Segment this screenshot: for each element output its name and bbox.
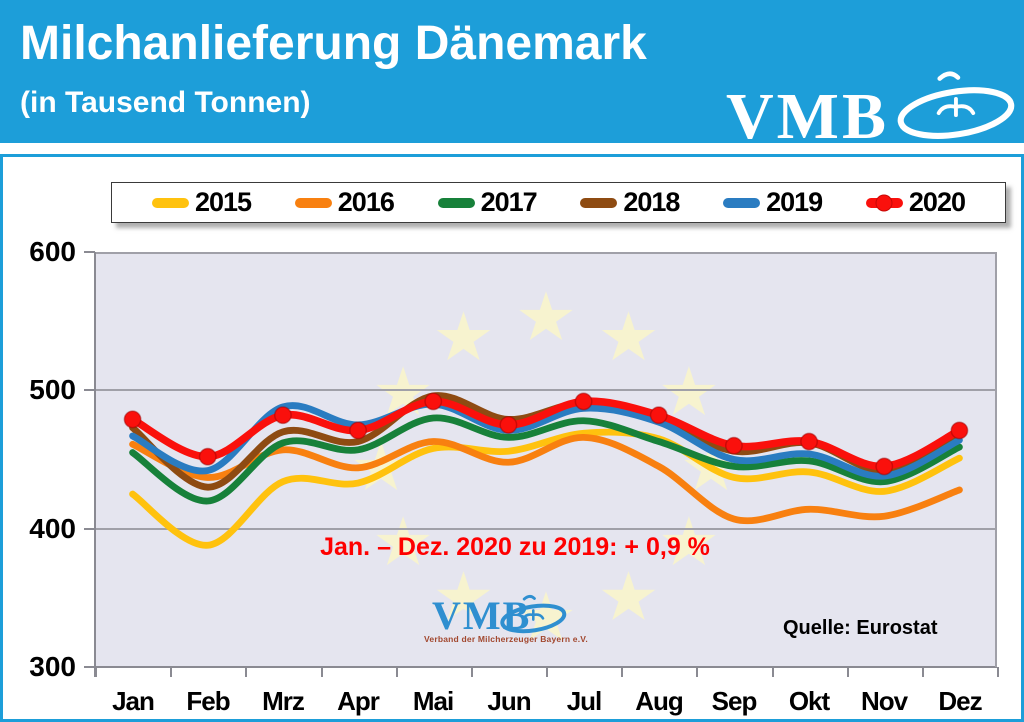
legend-swatch-2020 [865,194,903,211]
vmb-watermark-swirl-icon [500,594,567,634]
legend-swatch-2019 [723,197,761,208]
x-tick [170,667,173,677]
legend-marker-dot [875,194,893,211]
legend-item-2015: 2015 [152,187,252,218]
legend-swatch-2018 [580,197,618,208]
x-label-mai: Mai [412,686,454,716]
vmb-swirl-icon [897,71,1015,139]
y-tick [84,666,95,668]
x-label-jul: Jul [566,686,603,716]
y-axis-label-600: 600 [29,236,76,267]
x-tick [621,667,624,677]
x-label-jan: Jan [112,686,155,716]
legend-item-2019: 2019 [723,187,823,218]
y-axis-label-500: 500 [29,374,76,405]
legend-item-2016: 2016 [294,187,395,218]
x-label-jun: Jun [487,686,531,716]
legend-label-2016: 2016 [337,187,395,217]
data-point-2020 [875,457,894,476]
x-tick [95,667,97,677]
y-tick [84,251,95,253]
gridline-400 [95,528,997,530]
gridline-600 [95,252,997,254]
legend-label-2019: 2019 [766,187,823,217]
x-label-sep: Sep [711,686,758,716]
legend-label-2015: 2015 [195,187,252,217]
vmb-logo-text: VMB [726,80,889,153]
series-line-2017 [129,414,963,505]
x-label-feb: Feb [186,686,230,716]
x-label-dez: Dez [938,686,982,716]
data-point-2020 [800,432,819,451]
x-label-okt: Okt [788,686,830,716]
x-label-mrz: Mrz [262,686,305,716]
data-point-2020 [123,410,142,429]
x-tick [997,667,999,677]
x-tick [470,667,473,677]
y-tick [84,389,95,391]
x-label-apr: Apr [337,686,380,716]
legend-swatch-2015 [152,197,189,208]
legend-item-2017: 2017 [437,187,538,218]
vmb-watermark-caption: Verband der Milcherzeuger Bayern e.V. [424,634,588,644]
data-point-2020 [950,421,969,440]
data-point-2020 [198,447,217,466]
y-axis-line [94,252,96,677]
x-tick [921,667,924,677]
page-title: Milchanlieferung Dänemark [20,17,647,70]
page-subtitle: (in Tausend Tonnen) [20,86,311,119]
x-tick [696,667,699,677]
x-tick [395,667,398,677]
x-tick [320,667,323,677]
x-label-aug: Aug [635,686,684,716]
data-point-2020 [649,406,668,425]
data-point-2020 [273,406,292,425]
legend-item-2020: 2020 [865,187,966,218]
legend-label-2018: 2018 [623,187,680,217]
data-point-2020 [349,421,368,440]
data-point-2020 [499,415,518,434]
x-tick [846,667,849,677]
series-line-2015 [129,428,963,549]
x-tick [245,667,248,677]
line-series-canvas [123,392,969,549]
series-line-2019 [129,400,963,480]
legend-item-2018: 2018 [580,187,680,218]
legend-label-2020: 2020 [908,187,966,217]
gridline-500 [95,389,997,391]
legend-swatch-2017 [437,197,475,208]
vmb-watermark: VMB Verband der Milcherzeuger Bayern e.V… [420,594,640,649]
data-point-2020 [724,436,743,455]
data-point-2020 [424,392,443,411]
chart-legend: 2015 2016 2017 2018 2019 2020 [111,182,1006,223]
y-tick [84,528,95,530]
x-label-nov: Nov [860,686,908,716]
plot-right-border [995,252,997,667]
x-tick [771,667,774,677]
comparison-annotation: Jan. – Dez. 2020 zu 2019: + 0,9 % [320,533,710,561]
series-line-2020 [128,397,964,471]
header-band: Milchanlieferung Dänemark (in Tausend To… [0,0,1024,150]
y-axis-label-300: 300 [29,651,76,682]
y-axis-label-400: 400 [29,513,76,544]
legend-swatch-2016 [294,197,332,208]
x-tick [546,667,548,677]
data-point-2020 [574,392,593,411]
source-label: Quelle: Eurostat [783,617,938,639]
legend-label-2017: 2017 [480,187,538,217]
